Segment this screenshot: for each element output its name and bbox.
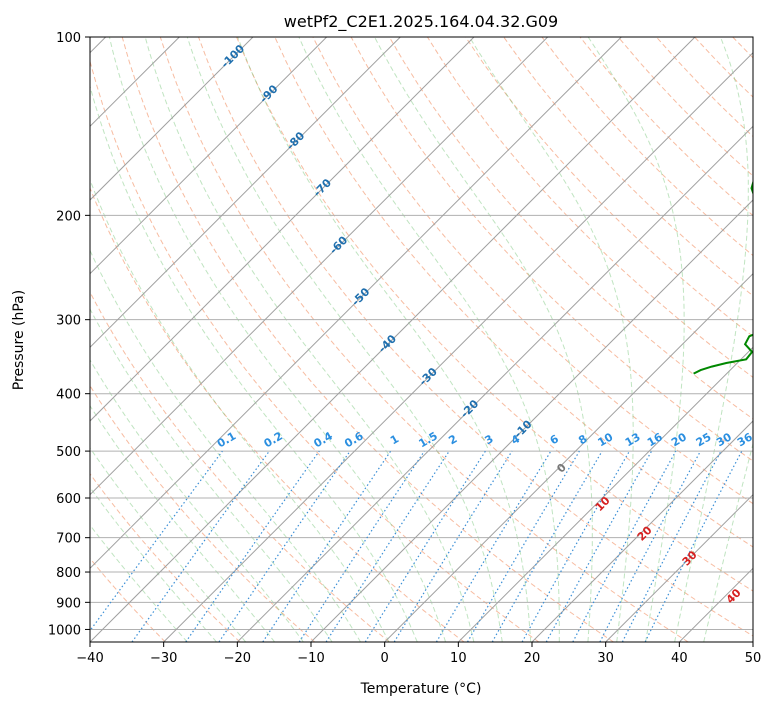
x-tick-label: −40 <box>76 651 103 666</box>
x-tick-label: 10 <box>450 651 467 666</box>
x-tick-label: 20 <box>524 651 541 666</box>
y-tick-label: 400 <box>56 388 81 403</box>
figure-background <box>0 0 775 708</box>
y-tick-label: 600 <box>56 492 81 507</box>
y-tick-label: 300 <box>56 314 81 329</box>
x-tick-label: −10 <box>297 651 324 666</box>
x-tick-label: 50 <box>745 651 762 666</box>
y-tick-label: 900 <box>56 596 81 611</box>
y-tick-label: 700 <box>56 532 81 547</box>
skewt-svg: -100-90-80-70-60-50-40-30-20-100.10.20.4… <box>0 0 775 708</box>
y-tick-label: 100 <box>56 31 81 46</box>
y-tick-label: 200 <box>56 209 81 224</box>
x-tick-label: −20 <box>224 651 251 666</box>
y-tick-label: 1000 <box>48 623 81 638</box>
chart-title: wetPf2_C2E1.2025.164.04.32.G09 <box>284 12 558 32</box>
y-tick-label: 500 <box>56 445 81 460</box>
x-tick-label: 30 <box>597 651 614 666</box>
x-tick-label: −30 <box>150 651 177 666</box>
x-tick-label: 40 <box>671 651 688 666</box>
skewt-chart: -100-90-80-70-60-50-40-30-20-100.10.20.4… <box>0 0 775 708</box>
x-axis-label: Temperature (°C) <box>360 681 482 697</box>
y-tick-label: 800 <box>56 566 81 581</box>
y-axis-label: Pressure (hPa) <box>11 290 27 390</box>
x-tick-label: 0 <box>381 651 389 666</box>
